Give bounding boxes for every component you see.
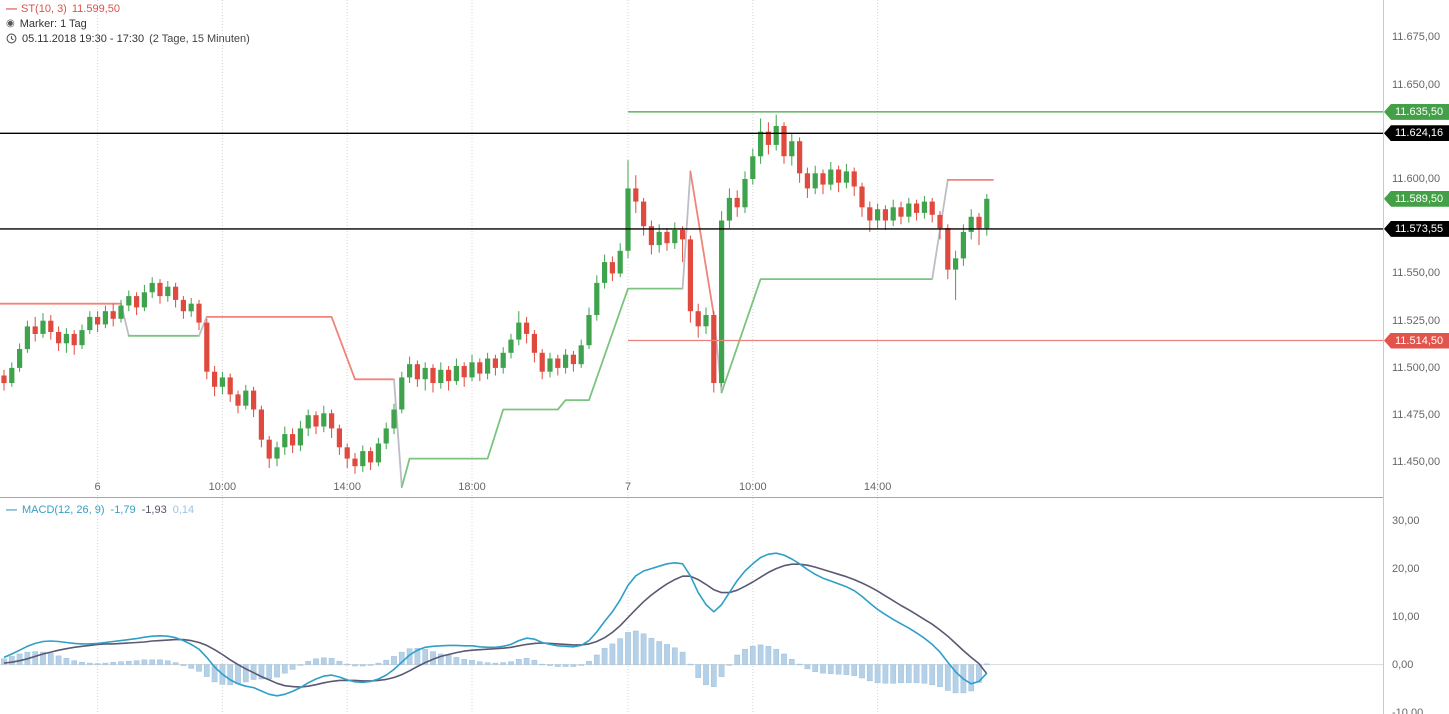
price-level-badge[interactable]: 11.514,50 — [1384, 332, 1449, 349]
svg-text:6: 6 — [95, 481, 101, 493]
st-indicator-legend[interactable]: — ST(10, 3) 11.599,50 — [6, 1, 250, 16]
marker-label: Marker: 1 Tag — [19, 17, 87, 30]
axis-tick-label: 11.650,00 — [1392, 78, 1441, 91]
svg-text:10:00: 10:00 — [739, 481, 767, 493]
axis-tick-label: -10,00 — [1392, 706, 1424, 714]
axis-tick-label: 11.500,00 — [1392, 361, 1441, 374]
price-level-badge[interactable]: 11.624,16 — [1384, 125, 1449, 142]
macd-line-icon: — — [6, 504, 17, 516]
price-level-badge[interactable]: 11.573,55 — [1384, 220, 1449, 237]
axis-tick-label: 11.675,00 — [1392, 31, 1441, 44]
panel-separator[interactable] — [0, 497, 1449, 498]
svg-text:18:00: 18:00 — [458, 481, 486, 493]
svg-text:7: 7 — [625, 481, 631, 493]
timespan-label: 05.11.2018 19:30 - 17:30 — [22, 32, 145, 45]
clock-icon — [6, 33, 17, 44]
macd-legend[interactable]: — MACD(12, 26, 9) -1,79 -1,93 0,14 — [6, 504, 194, 516]
axis-tick-label: 30,00 — [1392, 514, 1420, 527]
axis-tick-label: 11.600,00 — [1392, 173, 1441, 185]
price-chart-canvas[interactable]: 6 10:00 14:00 18:00 7 10:00 14:00 — [0, 0, 1383, 497]
axis-tick-label: 10,00 — [1392, 610, 1420, 623]
price-chart-panel[interactable]: 6 10:00 14:00 18:00 7 10:00 14:00 — ST(10, 3) … — [0, 0, 1383, 497]
histogram-value: 0,14 — [172, 504, 195, 516]
macd-value: -1,79 — [110, 504, 136, 516]
st-indicator-value: 11.599,50 — [71, 2, 120, 15]
axis-tick-label: 11.450,00 — [1392, 456, 1441, 469]
macd-indicator-label: MACD(12, 26, 9) — [22, 504, 105, 516]
axis-tick-label: 20,00 — [1392, 562, 1420, 575]
macd-chart-canvas[interactable] — [0, 498, 1383, 714]
timespan-detail: (2 Tage, 15 Minuten) — [149, 32, 250, 45]
marker-legend[interactable]: ◉ Marker: 1 Tag — [6, 16, 250, 31]
price-axis[interactable]: 11.675,00 11.650,00 11.600,00 11.550,00 11.5… — [1383, 0, 1449, 714]
axis-tick-label: 11.550,00 — [1392, 267, 1441, 280]
marker-icon: ◉ — [6, 17, 15, 29]
st-line-icon: — — [6, 2, 17, 15]
axis-tick-label: 11.525,00 — [1392, 314, 1441, 327]
timeframe-legend[interactable]: 05.11.2018 19:30 - 17:30 (2 Tage, 15 Min… — [6, 31, 250, 46]
axis-tick-label: 0,00 — [1392, 658, 1414, 671]
axis-tick-label: 11.475,00 — [1392, 409, 1441, 422]
macd-panel[interactable]: — MACD(12, 26, 9) -1,79 -1,93 0,14 — [0, 498, 1383, 714]
svg-text:14:00: 14:00 — [864, 481, 892, 493]
price-level-badge[interactable]: 11.635,50 — [1384, 103, 1449, 120]
st-indicator-label: ST(10, 3) — [21, 2, 67, 15]
svg-text:10:00: 10:00 — [209, 481, 237, 493]
price-legend: — ST(10, 3) 11.599,50 ◉ Marker: 1 Tag 05… — [6, 1, 250, 46]
svg-text:14:00: 14:00 — [333, 481, 361, 493]
price-level-badge[interactable]: 11.589,50 — [1384, 190, 1449, 207]
signal-value: -1,93 — [141, 504, 167, 516]
